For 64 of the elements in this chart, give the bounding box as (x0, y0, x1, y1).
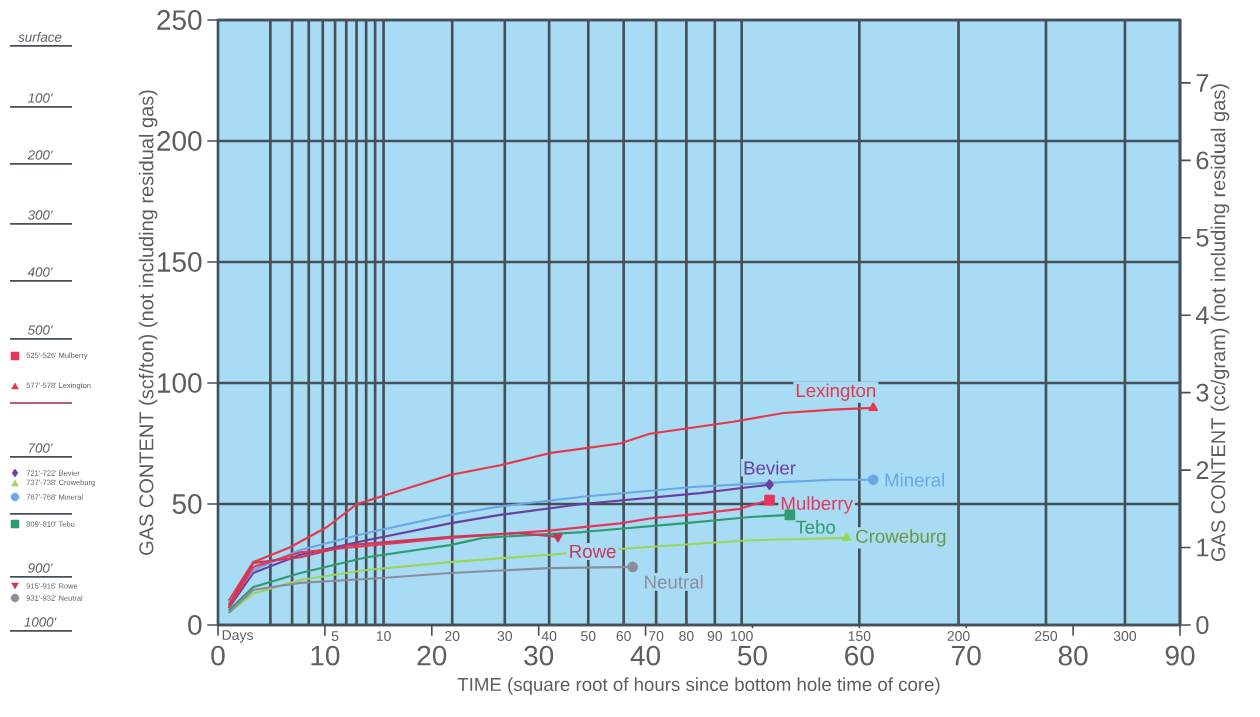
text: 200' (27, 150, 53, 160)
y-axis-title: GAS CONTENT (scf/ton) (not including residual gas) (138, 90, 158, 555)
series-label: Rowe (570, 544, 616, 559)
text: 700' (29, 443, 53, 453)
text: 100' (27, 93, 53, 103)
x-tick-label: 60 (845, 645, 874, 666)
y-tick-label: 150 (158, 252, 202, 272)
text: 10 (376, 631, 391, 641)
y2-tick-label: 4 (1195, 306, 1209, 324)
y-tick-label: 250 (157, 10, 202, 30)
text: 50 (581, 631, 596, 641)
x-tick-label: 0 (211, 645, 225, 666)
text: 40 (541, 631, 557, 641)
text: 70 (649, 631, 664, 641)
series-label: Bevier (744, 460, 796, 475)
text: 60 (616, 631, 631, 641)
y2-tick-label: 1 (1197, 538, 1209, 557)
text: 5 (331, 631, 339, 641)
series-label: Lexington (796, 383, 876, 401)
y2-tick-label: 2 (1196, 461, 1209, 479)
point (627, 561, 639, 573)
x-tick-label: 70 (952, 645, 981, 666)
text: 900' (28, 563, 53, 573)
text: 500' (27, 325, 53, 335)
x-tick-label: 10 (311, 645, 340, 666)
point (867, 474, 879, 486)
text: 30 (497, 631, 513, 641)
point (764, 494, 775, 506)
x-tick-label: 30 (524, 645, 554, 666)
text: 250 (1035, 631, 1058, 641)
text: 90 (707, 631, 723, 641)
x-tick-label: 50 (738, 645, 767, 666)
x-tick-label: 20 (417, 645, 447, 666)
y-tick-label: 200 (157, 131, 202, 151)
text: 300 (1113, 631, 1137, 641)
y2-axis-title: GAS CONTENT (cc/gram) (not including residual gas) (1210, 84, 1230, 561)
series-label: Mulberry (781, 496, 853, 514)
series-label: Croweburg (856, 529, 946, 547)
x-axis-title: TIME (square root of hours since bottom hole time of core) (457, 677, 940, 695)
x-tick-label: 80 (1058, 645, 1088, 666)
y-tick-label: 100 (158, 373, 202, 393)
y2-tick-label: 7 (1196, 74, 1209, 92)
text: 100 (731, 631, 753, 641)
y2-tick-label: 0 (1196, 616, 1209, 634)
x-tick-label: 90 (1165, 645, 1195, 666)
text: 80 (679, 631, 694, 641)
text: 400' (27, 267, 53, 277)
y2-tick-label: 3 (1196, 383, 1209, 402)
text: 300' (27, 210, 53, 220)
y2-tick-label: 6 (1196, 151, 1209, 170)
series-label: Mineral (885, 472, 944, 487)
x-tick-label: 40 (630, 645, 661, 666)
text: 200 (947, 631, 970, 641)
text: 1000' (24, 617, 57, 627)
text: 20 (445, 631, 460, 641)
series-label: Tebo (795, 520, 836, 534)
text: Days (222, 630, 253, 643)
y2-tick-label: 5 (1196, 228, 1209, 247)
y-tick-label: 0 (188, 615, 202, 635)
text: surface (18, 32, 62, 42)
text: 150 (848, 631, 871, 641)
y-tick-label: 50 (172, 494, 202, 514)
series-label: Neutral (645, 574, 703, 589)
point (765, 479, 774, 490)
